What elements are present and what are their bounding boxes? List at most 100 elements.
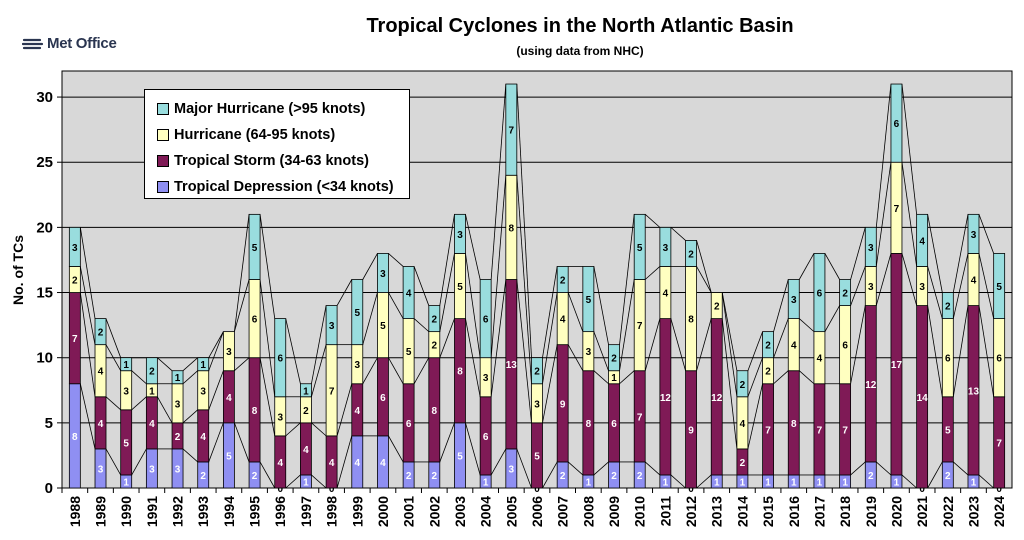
x-tick-label-2007: 2007 [555,496,571,527]
data-label-tropical_storm-2004: 6 [483,432,489,443]
bar-major_hurricane-1989 [94,318,107,346]
data-label-major_hurricane-1998: 3 [329,321,335,332]
data-label-major_hurricane-1989: 2 [98,328,104,339]
series-connector-major_hurricane [901,83,918,215]
x-tick-label-1992: 1992 [170,496,186,527]
series-connector-tropical_storm [798,370,815,385]
data-label-tropical_storm-2024: 7 [996,438,1002,449]
series-connector-tropical_storm [875,253,892,306]
data-label-hurricane-2009: 1 [611,373,617,384]
x-tick-label-2001: 2001 [401,496,417,527]
series-connector-tropical_storm [105,396,121,411]
data-label-tropical_depression-2022: 2 [945,471,951,482]
data-label-tropical_depression-2009: 2 [611,471,617,482]
data-label-major_hurricane-2018: 2 [842,289,848,300]
data-label-tropical_depression-2012: 0 [688,484,694,495]
data-label-hurricane-1994: 3 [226,347,232,358]
series-connector-major_hurricane [696,240,712,293]
data-label-hurricane-2008: 3 [586,347,592,358]
series-connector-tropical_storm [619,370,635,385]
data-label-tropical_storm-2006: 5 [534,451,540,462]
x-tick-label-2009: 2009 [606,496,622,527]
data-label-tropical_depression-1994: 5 [226,451,232,462]
data-label-tropical_depression-2016: 1 [791,477,797,488]
data-label-major_hurricane-1997: 1 [303,386,309,397]
series-connector-tropical_storm [362,357,378,384]
y-tick-label: 15 [36,285,53,302]
series-connector-hurricane [208,331,224,371]
bar-major_hurricane-2019 [864,226,877,267]
data-label-tropical_storm-1999: 4 [354,406,360,417]
data-label-hurricane-2006: 3 [534,399,540,410]
met-office-logo-icon [22,38,44,50]
bar-major_hurricane-2005 [505,83,518,176]
data-label-tropical_depression-1998: 0 [329,484,335,495]
x-tick-label-2006: 2006 [529,496,545,527]
series-connector-tropical_storm [259,357,276,436]
data-label-tropical_depression-1999: 4 [354,458,360,469]
series-connector-tropical_depression [953,461,969,476]
series-connector-tropical_storm [721,318,738,449]
series-connector-tropical_storm [773,370,789,385]
bar-major_hurricane-2016 [787,279,800,319]
legend-item-tropical-depression: Tropical Depression (<34 knots) [157,174,409,200]
data-label-major_hurricane-2024: 5 [996,282,1002,293]
x-tick-label-1990: 1990 [118,496,134,527]
data-label-hurricane-2015: 2 [765,367,771,378]
series-connector-hurricane [516,175,532,384]
data-label-hurricane-2021: 3 [919,282,925,293]
data-label-tropical_storm-1989: 4 [98,419,104,430]
series-connector-major_hurricane [336,279,353,306]
bar-major_hurricane-2004 [479,279,492,359]
chart-subtitle: (using data from NHC) [516,44,644,58]
series-connector-major_hurricane [952,214,969,293]
data-label-tropical_depression-1993: 2 [200,471,206,482]
series-connector-tropical_depression [79,383,96,449]
series-connector-major_hurricane [516,84,532,358]
data-label-tropical_storm-2016: 8 [791,419,797,430]
x-tick-label-2004: 2004 [478,496,494,527]
series-connector-hurricane [311,344,327,397]
data-label-tropical_storm-2009: 6 [611,419,617,430]
series-connector-major_hurricane [721,292,738,371]
bar-major_hurricane-1995 [248,213,261,280]
data-label-tropical_depression-2006: 0 [534,484,540,495]
series-connector-major_hurricane [773,279,789,332]
series-connector-tropical_storm [490,279,507,397]
series-connector-hurricane [439,253,455,332]
series-connector-tropical_depression [850,461,866,476]
bar-major_hurricane-2010 [633,213,646,280]
series-connector-hurricane [875,162,892,267]
y-tick-label: 10 [36,350,53,367]
y-axis-label: No. of TCs [10,235,26,305]
data-label-tropical_storm-2008: 8 [586,419,592,430]
series-connector-tropical_depression [208,422,224,463]
series-connector-major_hurricane [285,318,301,384]
bar-major_hurricane-2020 [890,83,903,163]
series-connector-major_hurricane [978,214,995,254]
data-label-tropical_depression-2010: 2 [637,471,643,482]
series-connector-hurricane [901,162,918,267]
bar-major_hurricane-2012 [685,240,697,267]
data-label-hurricane-1991: 1 [149,386,155,397]
data-label-tropical_storm-2018: 7 [842,425,848,436]
series-connector-tropical_storm [644,318,661,371]
data-label-tropical_storm-1995: 8 [252,406,258,417]
series-connector-major_hurricane [824,253,840,280]
x-tick-label-2016: 2016 [786,496,802,527]
series-connector-tropical_storm [79,292,96,397]
bar-hurricane-1994 [222,331,235,372]
x-tick-label-1993: 1993 [195,496,211,527]
series-connector-major_hurricane [798,253,815,280]
data-label-tropical_storm-2012: 9 [688,425,694,436]
data-label-tropical_depression-1992: 3 [175,464,181,475]
series-connector-major_hurricane [927,214,943,293]
data-label-hurricane-2013: 2 [714,302,720,313]
logo-text: Met Office [47,35,117,52]
x-tick-label-2003: 2003 [452,496,468,527]
series-connector-tropical_depression [542,461,558,489]
bar-major_hurricane-1996 [274,318,287,398]
data-label-hurricane-2011: 4 [663,289,669,300]
bar-major_hurricane-1991 [145,357,158,385]
